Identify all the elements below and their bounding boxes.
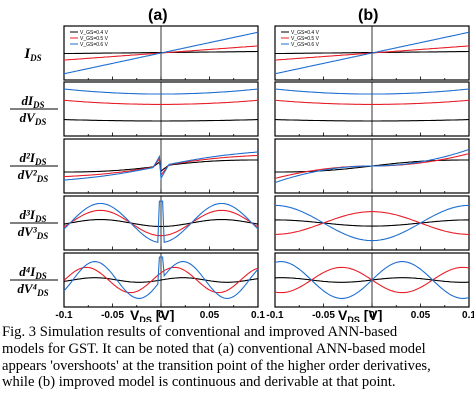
legend-label: V_GS=0.5 V <box>291 36 320 42</box>
svg-text:VDS [V]: VDS [V] <box>338 307 382 322</box>
x-tick-label: 0.05 <box>200 310 220 321</box>
svg-text:VDS [V]: VDS [V] <box>130 307 174 322</box>
x-axis-label-b: VDS [V] <box>338 307 382 322</box>
legend-label: V_GS=0.6 V <box>291 42 320 48</box>
series-line <box>63 99 259 105</box>
series-line <box>274 31 470 75</box>
x-tick-label: 0.05 <box>411 310 431 321</box>
row-label-denominator: dV³DS <box>18 224 49 241</box>
caption-line: appears 'overshoots' at the transition p… <box>2 357 431 374</box>
series-line <box>63 151 259 181</box>
legend: V_GS=0.4 VV_GS=0.5 VV_GS=0.6 VV_GS=0.4 V… <box>70 30 320 48</box>
row-label-numerator: d²IDS <box>20 150 47 167</box>
plot-area <box>63 25 470 308</box>
caption-line: Fig. 3 Simulation results of conventiona… <box>2 324 398 340</box>
x-tick-label: -0.1 <box>55 310 73 321</box>
x-tick-labels: -0.1 -0.05 0 0.05 0.1 -0.1 -0.05 0 0.05 0.1 <box>55 310 474 321</box>
x-axis-label-b-unit: [V] <box>360 307 383 322</box>
legend-label: V_GS=0.4 V <box>291 30 320 36</box>
series-line <box>63 219 259 227</box>
x-tick-label: 0 <box>158 310 164 321</box>
row-label-denominator: dVDS <box>20 110 47 127</box>
row-label-numerator: dIDS <box>21 93 44 110</box>
x-axis-label-b-sub: DS <box>347 315 360 322</box>
legend-label: V_GS=0.4 V <box>80 30 109 36</box>
series-line <box>275 119 469 122</box>
row-label-numerator: d³IDS <box>20 207 47 224</box>
row-label-numerator: d⁴IDS <box>19 264 47 281</box>
series-line <box>275 211 469 235</box>
legend-label: V_GS=0.5 V <box>80 36 109 42</box>
x-axis-label-a-main: V <box>130 307 140 322</box>
x-axis-label-b-main: V <box>338 307 348 322</box>
series-line <box>63 256 259 299</box>
series-line <box>63 31 259 75</box>
x-tick-label: 0.1 <box>251 310 265 321</box>
series-line <box>275 219 469 227</box>
series-line <box>64 119 258 122</box>
x-tick-label: -0.05 <box>101 310 124 321</box>
legend-label: V_GS=0.6 V <box>80 42 109 48</box>
series-line <box>63 88 259 95</box>
series-line <box>63 209 259 237</box>
series-line <box>63 200 259 243</box>
x-tick-label: 0 <box>369 310 375 321</box>
caption-line: models for GST. It can be noted that (a)… <box>2 340 426 357</box>
row-label-denominator: dV²DS <box>18 167 49 184</box>
x-tick-label: 0.1 <box>462 310 474 321</box>
x-axis-label-a-sub: DS <box>139 315 152 322</box>
x-tick-label: -0.05 <box>312 310 335 321</box>
panel-label-b: (b) <box>358 7 378 24</box>
series-line <box>63 277 259 283</box>
row-label-denominator: dV⁴DS <box>17 281 48 298</box>
x-axis-label-a: VDS [V] <box>130 307 174 322</box>
figure-caption: Fig. 3 Simulation results of conventiona… <box>2 324 472 391</box>
x-axis-label-a-unit: [V] <box>152 307 175 322</box>
series-line <box>63 266 259 294</box>
series-line <box>275 204 469 242</box>
panel-label-a: (a) <box>148 7 168 24</box>
series-line <box>274 99 470 105</box>
row-label: IDS <box>23 46 41 63</box>
series-line <box>274 88 470 95</box>
caption-line: while (b) improved model is continuous a… <box>2 374 396 391</box>
series-line <box>274 261 470 299</box>
x-tick-label: -0.1 <box>266 310 284 321</box>
series-line <box>274 148 470 184</box>
